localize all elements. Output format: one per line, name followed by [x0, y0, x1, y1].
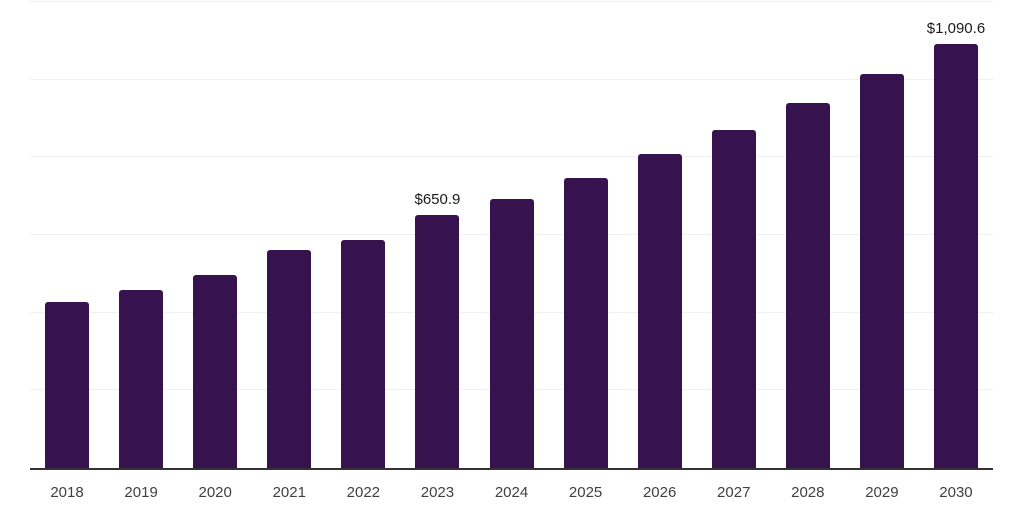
bar-2023: [415, 215, 460, 468]
bar-slot-2027: [697, 2, 771, 468]
bar-2022: [341, 240, 386, 468]
data-label-2023: $650.9: [414, 191, 461, 209]
bar-slot-2023: $650.9: [400, 2, 474, 468]
bar-slot-2018: [30, 2, 104, 468]
data-label-2030: $1,090.6: [926, 20, 986, 38]
plot-area: $650.9 $1,090.6: [30, 1, 993, 470]
x-tick-label-2024: 2024: [494, 484, 529, 501]
bar-series: $650.9 $1,090.6: [30, 2, 993, 468]
x-tick-label-2023: 2023: [420, 484, 455, 501]
bar-2029: [859, 74, 904, 468]
bar-2025: [563, 177, 608, 468]
x-tick-label-2022: 2022: [346, 484, 381, 501]
bar-slot-2029: [845, 2, 919, 468]
x-tick-label-2018: 2018: [50, 484, 84, 501]
bar-slot-2025: [549, 2, 623, 468]
bar-slot-2026: [623, 2, 697, 468]
bar-slot-2024: [474, 2, 548, 468]
bar-slot-2021: [252, 2, 326, 468]
x-tick-label-2030: 2030: [939, 484, 973, 501]
bar-2028: [785, 102, 830, 468]
bar-2018: [45, 302, 90, 468]
x-tick-label-2021: 2021: [272, 484, 306, 501]
bar-slot-2020: [178, 2, 252, 468]
bar-2021: [267, 249, 312, 468]
bar-slot-2028: [771, 2, 845, 468]
bar-2026: [637, 153, 682, 468]
x-axis-line: [30, 468, 993, 470]
bar-2027: [711, 129, 756, 468]
x-tick-label-2029: 2029: [865, 484, 899, 501]
bar-2019: [119, 289, 164, 468]
bar-slot-2030: $1,090.6: [919, 2, 993, 468]
bar-2024: [489, 198, 534, 468]
bar-slot-2019: [104, 2, 178, 468]
x-axis-labels: 2018 2019 2020 2021 2022 2023 2024 2025 2026 2027…: [30, 484, 993, 501]
bar-2020: [193, 275, 238, 468]
x-tick-label-2019: 2019: [124, 484, 158, 501]
bar-slot-2022: [326, 2, 400, 468]
x-tick-label-2026: 2026: [642, 484, 677, 501]
x-tick-label-2028: 2028: [791, 484, 825, 501]
x-tick-label-2027: 2027: [717, 484, 751, 501]
bar-2030: [933, 44, 978, 468]
x-tick-label-2020: 2020: [198, 484, 232, 501]
x-tick-label-2025: 2025: [568, 484, 603, 501]
